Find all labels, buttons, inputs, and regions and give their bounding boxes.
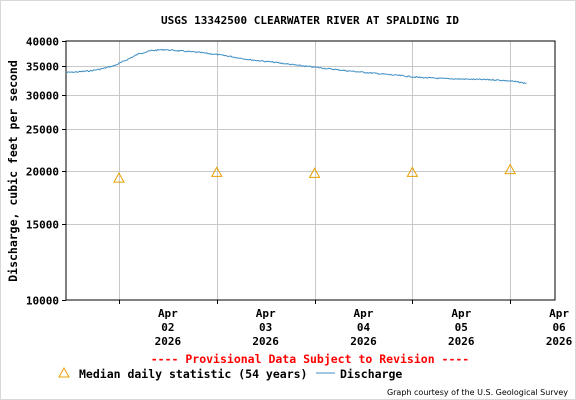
y-tick-label: 25000 [26, 124, 59, 137]
provisional-note: ---- Provisional Data Subject to Revisio… [151, 352, 470, 366]
x-tick-label: Apr [256, 307, 276, 320]
median-marker [504, 163, 517, 175]
x-tick-label: 02 [161, 321, 174, 334]
plot-area [65, 40, 556, 301]
x-tick-label: 04 [357, 321, 371, 334]
discharge-line [66, 48, 527, 85]
legend-median-label: Median daily statistic (54 years) [79, 367, 307, 381]
median-marker [308, 167, 321, 178]
x-tick-label: Apr [549, 307, 569, 320]
y-tick-label: 40000 [26, 36, 59, 49]
legend-discharge-label: Discharge [340, 367, 402, 381]
x-tick-label: 2026 [350, 335, 377, 348]
y-axis: 10000 15000 20000 25000 30000 35000 40000 [26, 36, 66, 308]
legend: Median daily statistic (54 years) Discha… [58, 366, 402, 381]
x-tick-label: Apr [354, 307, 374, 320]
x-tick-label: 2026 [155, 335, 182, 348]
y-tick-label: 20000 [26, 166, 59, 179]
credit-text: Graph courtesy of the U.S. Geological Su… [387, 388, 568, 397]
x-tick-label: 2026 [252, 335, 279, 348]
x-tick-label: Apr [158, 307, 178, 320]
median-marker [113, 172, 125, 183]
x-tick-label: 2026 [448, 335, 475, 348]
y-tick-label: 30000 [26, 90, 59, 103]
x-tick-label: 2026 [546, 335, 573, 348]
y-axis-title: Discharge, cubic feet per second [6, 60, 20, 282]
x-tick-label: 03 [259, 321, 272, 334]
median-marker [406, 166, 419, 177]
legend-median-marker [58, 366, 70, 378]
median-marker [210, 166, 223, 177]
y-tick-label: 35000 [26, 61, 59, 74]
y-tick-label: 15000 [26, 219, 59, 232]
x-tick-label: 05 [455, 321, 468, 334]
x-tick-label: 06 [552, 321, 566, 334]
y-tick-label: 10000 [26, 295, 59, 308]
chart-title: USGS 13342500 CLEARWATER RIVER AT SPALDI… [161, 14, 459, 27]
x-tick-label: Apr [451, 307, 471, 320]
x-axis: Apr022026Apr032026Apr042026Apr052026Apr0… [119, 300, 573, 348]
series-layer [66, 48, 527, 183]
